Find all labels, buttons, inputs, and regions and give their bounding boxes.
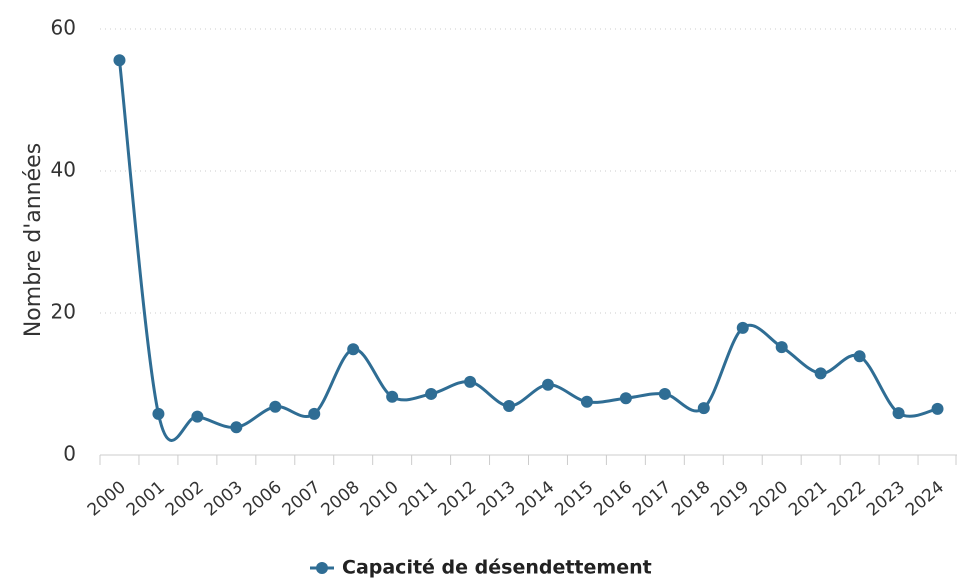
- x-tick-label: 2017: [629, 477, 675, 520]
- point: [425, 387, 438, 400]
- point: [736, 321, 749, 334]
- x-tick-label: 2007: [279, 477, 325, 520]
- point: [541, 378, 554, 391]
- series-line: [117, 60, 938, 442]
- x-tick-label: 2014: [512, 477, 558, 520]
- y-tick-label: 40: [51, 158, 76, 182]
- point: [308, 407, 321, 420]
- x-tick-label: 2024: [902, 477, 948, 520]
- point: [697, 402, 710, 415]
- point: [191, 410, 204, 423]
- point: [892, 407, 905, 420]
- x-tick-label: 2010: [357, 477, 403, 520]
- legend-symbol: [316, 562, 328, 574]
- point: [503, 400, 516, 413]
- x-tick-label: 2002: [162, 477, 208, 520]
- x-tick-label: 2006: [240, 477, 286, 520]
- x-tick-label: 2003: [201, 477, 247, 520]
- x-tick-label: 2008: [318, 477, 364, 520]
- x-tick-label: 2021: [785, 477, 831, 520]
- x-tick-label: 2011: [396, 477, 442, 520]
- point: [152, 407, 165, 420]
- point: [386, 390, 399, 403]
- y-axis-label: Nombre d'années: [21, 143, 46, 337]
- point: [619, 392, 632, 405]
- y-tick-label: 0: [63, 442, 76, 466]
- point: [347, 343, 360, 356]
- x-tick-label: 2018: [668, 477, 714, 520]
- point: [230, 421, 243, 434]
- x-tick-label: 2001: [123, 477, 169, 520]
- y-tick-label: 20: [51, 300, 76, 324]
- x-tick-label: 2012: [434, 477, 480, 520]
- x-tick-label: 2019: [707, 477, 753, 520]
- point: [113, 54, 126, 67]
- x-tick-label: 2023: [863, 477, 909, 520]
- point: [464, 375, 477, 388]
- point: [269, 400, 282, 413]
- point: [814, 367, 827, 380]
- point: [853, 350, 866, 363]
- x-tick-label: 2022: [824, 477, 870, 520]
- x-tick-label: 2020: [746, 477, 792, 520]
- y-tick-label: 60: [51, 16, 76, 40]
- x-tick-label: 2013: [473, 477, 519, 520]
- point: [775, 341, 788, 354]
- point: [658, 387, 671, 400]
- x-tick-label: 2015: [551, 477, 597, 520]
- x-tick-label: 2016: [590, 477, 636, 520]
- point: [580, 395, 593, 408]
- point: [931, 402, 944, 415]
- x-tick-label: 2000: [84, 477, 130, 520]
- legend-label: Capacité de désendettement: [342, 557, 652, 579]
